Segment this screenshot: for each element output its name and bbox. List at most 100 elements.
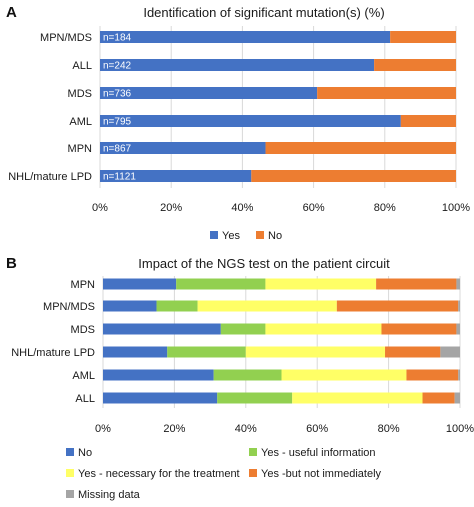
category-label: NHL/mature LPD xyxy=(11,347,95,359)
category-label: AML xyxy=(72,370,95,382)
panel-b: B Impact of the NGS test on the patient … xyxy=(6,255,474,501)
x-tick-label: 20% xyxy=(163,423,185,435)
legend-swatch-no xyxy=(66,448,74,456)
legend-swatch-yes-necessary-for-the-treatment xyxy=(66,469,74,477)
bar-segment-yes-necessary-for-the-treatment-mds xyxy=(265,323,382,335)
category-label: MDS xyxy=(68,88,92,100)
panel-a-category-labels: MPN/MDS ALL MDS AML MPN NHL/mature LPD xyxy=(8,32,92,183)
bar-segment-yes-necessary-for-the-treatment-all xyxy=(292,392,423,404)
panel-b-x-tick-labels: 0% 20% 40% 60% 80% 100% xyxy=(95,423,474,435)
panel-b-letter: B xyxy=(6,255,17,272)
bar-segment-no-aml xyxy=(103,369,214,381)
bar-n-label: n=242 xyxy=(103,61,132,72)
bar-segment-no-mds xyxy=(317,87,456,99)
panel-a-letter: A xyxy=(6,4,17,21)
x-tick-label: 0% xyxy=(92,202,108,214)
bar-segment-no-all xyxy=(103,392,218,404)
category-label: MPN xyxy=(71,279,96,291)
bar-segment-yes-useful-information-mpn xyxy=(176,278,266,290)
x-tick-label: 100% xyxy=(442,202,470,214)
bar-segment-yes-mpn xyxy=(100,142,266,154)
x-tick-label: 40% xyxy=(231,202,253,214)
legend-label-no: No xyxy=(78,447,92,459)
legend-label-no: No xyxy=(268,230,282,242)
panel-a-bars: n=184 n=242 n=736 n=795 n=867 n=1121 xyxy=(100,31,456,183)
bar-segment-missing-data-mpn-mds xyxy=(458,300,460,312)
x-tick-label: 0% xyxy=(95,423,111,435)
bar-segment-yes-but-not-immediately-all xyxy=(422,392,455,404)
bar-segment-yes-useful-information-aml xyxy=(213,369,282,381)
bar-segment-yes-useful-information-mpn-mds xyxy=(156,300,198,312)
bar-segment-missing-data-all xyxy=(454,392,460,404)
legend-swatch-yes xyxy=(210,231,218,239)
x-tick-label: 60% xyxy=(306,423,328,435)
x-tick-label: 80% xyxy=(378,423,400,435)
bar-segment-no-all xyxy=(374,59,456,71)
panel-b-category-labels: MPN MPN/MDS MDS NHL/mature LPD AML ALL xyxy=(11,279,95,405)
panel-b-title: Impact of the NGS test on the patient ci… xyxy=(138,256,390,271)
bar-segment-yes-necessary-for-the-treatment-aml xyxy=(281,369,407,381)
x-tick-label: 60% xyxy=(303,202,325,214)
panel-a: A Identification of significant mutation… xyxy=(6,4,470,242)
x-tick-label: 100% xyxy=(446,423,474,435)
category-label: MPN/MDS xyxy=(40,32,92,44)
bar-segment-no-aml xyxy=(400,115,456,127)
bar-segment-missing-data-nhl-mature-lpd xyxy=(440,346,460,358)
category-label: MPN/MDS xyxy=(43,301,95,313)
bar-n-label: n=795 xyxy=(103,117,132,128)
bar-segment-yes-but-not-immediately-mds xyxy=(381,323,457,335)
bar-n-label: n=184 xyxy=(103,33,132,44)
bar-segment-yes-aml xyxy=(100,115,401,127)
panel-a-x-tick-labels: 0% 20% 40% 60% 80% 100% xyxy=(92,202,470,214)
bar-segment-yes-mds xyxy=(100,87,318,99)
bar-segment-yes-useful-information-nhl-mature-lpd xyxy=(167,346,246,358)
bar-segment-yes-mpn-mds xyxy=(100,31,391,43)
category-label: NHL/mature LPD xyxy=(8,171,92,183)
bar-segment-missing-data-mds xyxy=(456,323,460,335)
panel-b-bars xyxy=(103,278,460,404)
category-label: ALL xyxy=(72,60,92,72)
category-label: MDS xyxy=(71,324,95,336)
category-label: AML xyxy=(69,116,92,128)
bar-segment-yes-necessary-for-the-treatment-mpn xyxy=(265,278,377,290)
bar-segment-yes-useful-information-mds xyxy=(220,323,266,335)
legend-label-yes-useful-information: Yes - useful information xyxy=(261,447,376,459)
panel-b-gridlines xyxy=(102,276,461,408)
bar-segment-missing-data-mpn xyxy=(456,278,460,290)
bar-n-label: n=867 xyxy=(103,144,132,155)
bar-segment-no-mpn-mds xyxy=(103,300,157,312)
legend-swatch-yes-useful-information xyxy=(249,448,257,456)
bar-segment-no-mds xyxy=(103,323,221,335)
x-tick-label: 40% xyxy=(235,423,257,435)
bar-segment-yes-but-not-immediately-nhl-mature-lpd xyxy=(385,346,441,358)
legend-label-missing-data: Missing data xyxy=(78,489,141,501)
x-tick-label: 20% xyxy=(160,202,182,214)
legend-swatch-yes-but-not-immediately xyxy=(249,469,257,477)
category-label: ALL xyxy=(75,393,95,405)
legend-label-yes-necessary-for-the-treatment: Yes - necessary for the treatment xyxy=(78,468,240,480)
x-tick-label: 80% xyxy=(374,202,396,214)
bar-segment-yes-nhl-mature-lpd xyxy=(100,170,252,182)
bar-segment-no-nhl-mature-lpd xyxy=(103,346,168,358)
bar-segment-yes-all xyxy=(100,59,375,71)
bar-segment-no-nhl-mature-lpd xyxy=(251,170,456,182)
bar-n-label: n=736 xyxy=(103,89,132,100)
bar-segment-missing-data-aml xyxy=(458,369,460,381)
legend-label-yes-but-not-immediately: Yes -but not immediately xyxy=(261,468,382,480)
panel-a-gridlines xyxy=(99,26,457,188)
legend-swatch-missing-data xyxy=(66,490,74,498)
panel-a-title: Identification of significant mutation(s… xyxy=(143,5,384,20)
bar-segment-no-mpn xyxy=(103,278,177,290)
bar-n-label: n=1121 xyxy=(103,172,136,183)
panel-a-legend: Yes No xyxy=(210,230,282,242)
category-label: MPN xyxy=(68,143,93,155)
legend-swatch-no xyxy=(256,231,264,239)
bar-segment-yes-necessary-for-the-treatment-mpn-mds xyxy=(197,300,337,312)
bar-segment-yes-necessary-for-the-treatment-nhl-mature-lpd xyxy=(245,346,386,358)
bar-segment-yes-but-not-immediately-mpn-mds xyxy=(336,300,459,312)
bar-segment-yes-but-not-immediately-aml xyxy=(406,369,459,381)
bar-segment-yes-but-not-immediately-mpn xyxy=(376,278,457,290)
bar-segment-no-mpn-mds xyxy=(390,31,456,43)
legend-label-yes: Yes xyxy=(222,230,240,242)
